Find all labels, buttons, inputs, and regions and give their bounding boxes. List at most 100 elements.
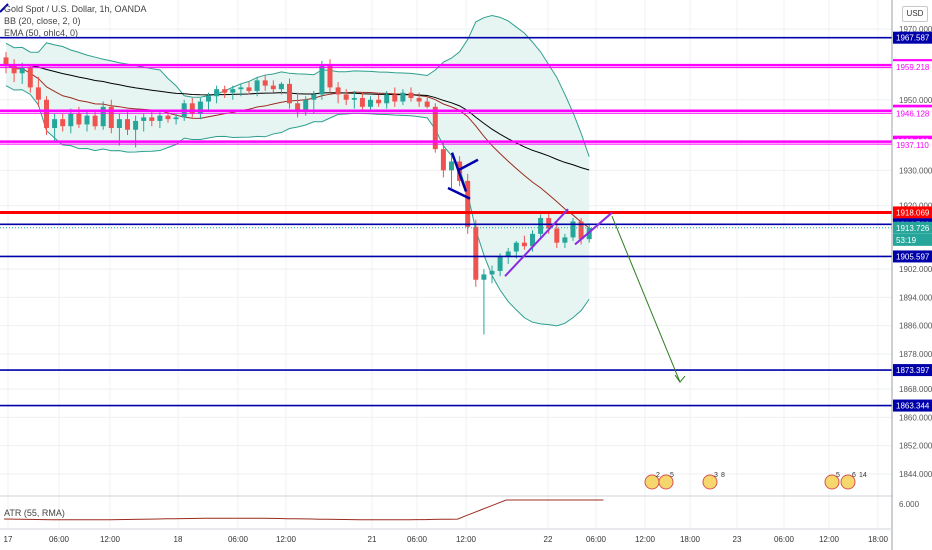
candle-body	[125, 119, 130, 130]
economic-events: 2 5 3 8 5 6 14	[644, 472, 867, 490]
candle-body	[473, 226, 479, 280]
wedge-line-a	[504, 208, 569, 277]
candle-body	[449, 161, 454, 171]
y-tick-label: 1970.000	[899, 25, 932, 34]
horizontal-levels	[0, 36, 892, 407]
symbol-legend[interactable]: Gold Spot / U.S. Dollar, 1h, OANDA	[4, 4, 147, 14]
candle-body	[222, 89, 228, 93]
candle-body	[335, 87, 341, 95]
bb-legend[interactable]: BB (20, close, 2, 0)	[4, 16, 81, 26]
candle-body	[3, 57, 9, 65]
level-price-tag	[893, 250, 932, 263]
candle-body	[246, 87, 252, 91]
candle-body	[230, 89, 236, 93]
price-tag-label: 1913.726	[896, 224, 930, 233]
x-tick-label: 06:00	[228, 535, 249, 544]
level-price-tag	[893, 364, 932, 377]
candle-body	[327, 66, 333, 88]
x-tick-label: 22	[544, 535, 553, 544]
event-count: 3	[714, 472, 718, 479]
y-tick-label: 1860.000	[899, 413, 932, 422]
event-flag-icon	[840, 474, 856, 490]
x-tick-label: 12:00	[819, 535, 840, 544]
price-tag	[893, 61, 932, 74]
candle-body	[578, 221, 584, 240]
candle-body	[19, 67, 25, 74]
atr-tick-label: 6.000	[899, 500, 920, 509]
candle-body	[562, 237, 568, 243]
candle-body	[238, 87, 244, 90]
atr-pane: 6.000	[0, 495, 920, 521]
y-tick-label: 1930.000	[899, 166, 932, 175]
currency-button[interactable]: USD	[902, 6, 928, 22]
ema-legend[interactable]: EMA (50, ohlc4, 0)	[4, 28, 79, 38]
bb-upper-line	[5, 15, 590, 157]
x-tick-label: 06:00	[586, 535, 607, 544]
candle-body	[343, 94, 349, 100]
x-tick-label: 18	[174, 535, 183, 544]
candle-body	[100, 106, 106, 127]
x-tick-label: 23	[733, 535, 742, 544]
candle-body	[76, 113, 82, 125]
event-count: 2	[656, 472, 660, 479]
candle-body	[35, 87, 41, 100]
event-flag-icon	[824, 474, 840, 490]
candle-body	[400, 92, 406, 102]
y-tick-label: 1852.000	[899, 442, 932, 451]
candle-body	[270, 85, 276, 90]
price-tag-label: 1946.128	[896, 109, 930, 118]
flag-line-a	[450, 152, 468, 192]
atr-line	[3, 499, 604, 521]
level-price-tag	[893, 31, 932, 44]
x-tick-label: 06:00	[774, 535, 795, 544]
x-tick-label: 18:00	[680, 535, 701, 544]
candle-body	[538, 217, 544, 234]
price-axis: 1970.000 1950.000 1930.000 1920.000 1902.000…	[891, 0, 932, 550]
candle-body	[141, 117, 147, 121]
candle-body	[60, 119, 66, 127]
level-price-label: 1873.397	[896, 366, 930, 375]
candle-body	[92, 115, 98, 127]
candle-body	[197, 101, 203, 114]
candle-body	[408, 92, 414, 98]
event-count: 8	[721, 472, 725, 479]
atr-legend[interactable]: ATR (55, RMA)	[4, 508, 65, 518]
price-tag-label: 1937.110	[896, 141, 929, 150]
wedge-line-b	[574, 211, 613, 246]
event-count: 6	[852, 472, 856, 479]
candle-body	[368, 99, 373, 107]
level-price-label: 1918.069	[896, 208, 930, 217]
x-tick-label: 12:00	[100, 535, 121, 544]
candle-body	[108, 106, 114, 128]
event-count: 14	[859, 472, 867, 479]
trend-drawings	[0, 3, 686, 383]
trend-stub	[0, 3, 9, 13]
y-tick-label: 1920.000	[899, 202, 932, 211]
price-tag	[893, 139, 932, 152]
event-count: 5	[670, 472, 674, 479]
candle-body	[133, 120, 139, 130]
candlestick-series	[3, 52, 592, 335]
candle-body	[530, 233, 535, 247]
candle-body	[392, 94, 398, 102]
price-tag	[893, 107, 932, 120]
candle-body	[432, 106, 438, 150]
candle-body	[440, 149, 446, 171]
candle-body	[489, 270, 495, 275]
x-tick-label: 06:00	[407, 535, 428, 544]
candle-body	[497, 256, 503, 271]
flag-line-b	[457, 158, 479, 172]
projection-arrowhead	[674, 374, 686, 383]
candle-body	[278, 83, 284, 90]
candle-body	[481, 274, 487, 280]
x-tick-label: 21	[368, 535, 377, 544]
x-tick-label: 06:00	[49, 535, 70, 544]
level-price-tag	[893, 399, 932, 412]
candle-body	[376, 99, 382, 104]
candle-body	[521, 242, 527, 247]
level-price-label: 1905.597	[896, 252, 930, 261]
candle-body	[157, 115, 163, 121]
event-count: 5	[836, 472, 840, 479]
x-tick-label: 12:00	[276, 535, 297, 544]
